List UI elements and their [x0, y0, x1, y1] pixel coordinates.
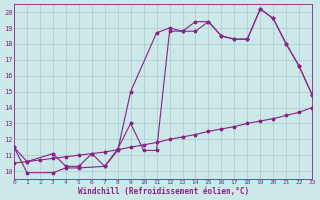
X-axis label: Windchill (Refroidissement éolien,°C): Windchill (Refroidissement éolien,°C): [77, 187, 249, 196]
